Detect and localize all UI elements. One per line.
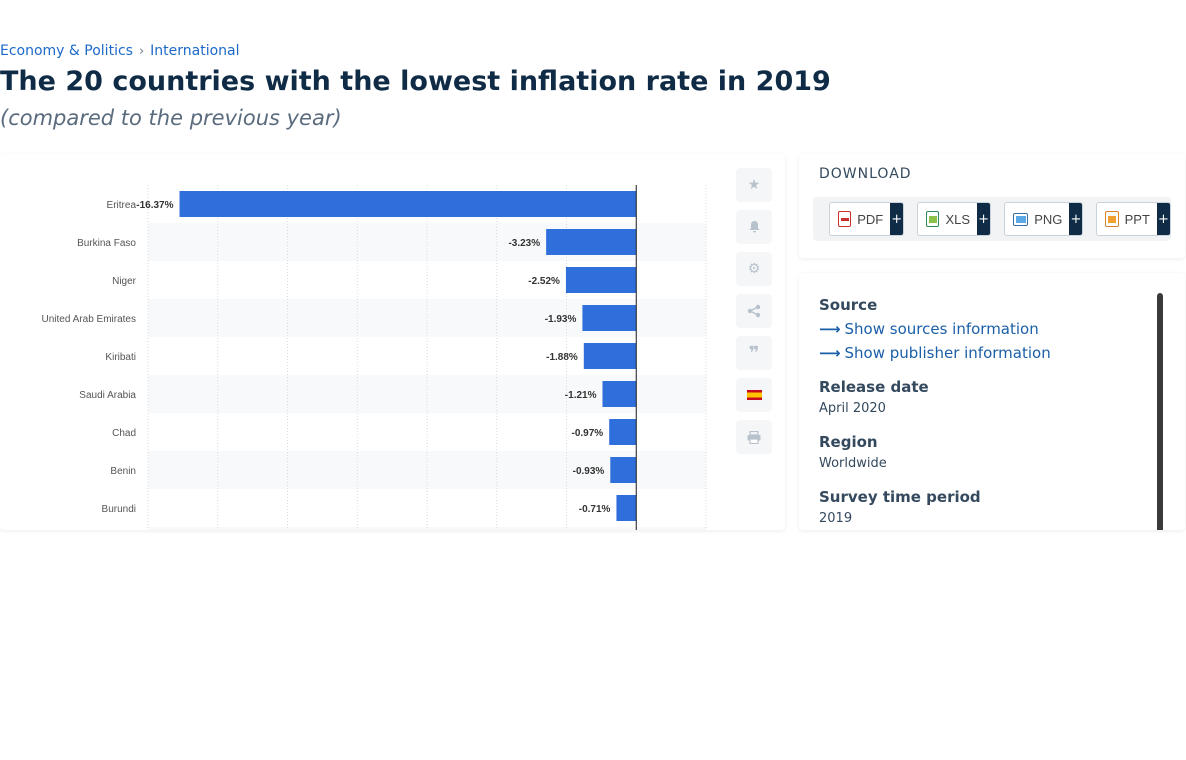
download-pdf-button[interactable]: PDF + [829, 202, 905, 236]
breadcrumb-separator: › [138, 43, 145, 59]
download-ppt-plus[interactable]: + [1156, 203, 1170, 235]
settings-button[interactable]: ⚙ [736, 252, 772, 286]
arrow-right-icon: ⟶ [819, 344, 841, 362]
quote-icon: ❞ [748, 342, 760, 364]
data-label: -1.93% [545, 314, 577, 325]
survey-period-value: 2019 [819, 511, 853, 526]
data-label: -0.71% [579, 504, 611, 515]
info-scrollbar[interactable] [1157, 293, 1163, 530]
download-png-button[interactable]: PNG + [1004, 202, 1084, 236]
download-heading: DOWNLOAD [819, 166, 912, 182]
bar-chart: Eritrea -16.37% Burkina Faso -3.23% Niger -2.… [42, 185, 707, 530]
bell-icon [749, 221, 759, 233]
category-label: Saudi Arabia [79, 390, 136, 401]
cite-button[interactable]: ❞ [736, 336, 772, 370]
ppt-icon [1105, 211, 1119, 227]
data-label: -0.93% [573, 466, 605, 477]
print-button[interactable] [736, 420, 772, 454]
notification-button[interactable] [736, 210, 772, 244]
download-xls-label: XLS [945, 211, 971, 227]
category-label: Kiribati [105, 352, 136, 363]
show-sources-link[interactable]: ⟶ Show sources information [819, 320, 1039, 338]
source-heading: Source [819, 296, 878, 314]
favorite-button[interactable]: ★ [736, 168, 772, 202]
survey-period-heading: Survey time period [819, 488, 981, 506]
download-xls-button[interactable]: XLS + [917, 202, 992, 236]
page-subtitle: (compared to the previous year) [0, 106, 342, 130]
bar [565, 267, 637, 293]
info-card: Source ⟶ Show sources information ⟶ Show p… [799, 273, 1185, 530]
category-label: United Arab Emirates [42, 314, 137, 325]
language-button[interactable] [736, 378, 772, 412]
spain-flag-icon [746, 390, 762, 400]
breadcrumb-link-international[interactable]: International [150, 43, 240, 59]
breadcrumb: Economy & Politics › International [0, 43, 240, 59]
show-sources-label: Show sources information [844, 320, 1039, 338]
data-label: -1.21% [565, 390, 597, 401]
page-title: The 20 countries with the lowest inflati… [0, 66, 831, 97]
pdf-icon [838, 211, 852, 227]
chart-card: Eritrea -16.37% Burkina Faso -3.23% Niger -2.… [0, 154, 785, 530]
data-label: -2.52% [528, 276, 560, 287]
download-xls-plus[interactable]: + [977, 203, 991, 235]
png-icon [1013, 212, 1029, 226]
arrow-right-icon: ⟶ [819, 320, 841, 338]
download-pdf-plus[interactable]: + [890, 203, 904, 235]
bar [582, 305, 637, 331]
category-label: Niger [112, 276, 137, 287]
region-heading: Region [819, 433, 878, 451]
data-label: -1.88% [546, 352, 578, 363]
bar [583, 343, 637, 369]
data-label: -3.23% [508, 238, 540, 249]
show-publisher-label: Show publisher information [844, 344, 1051, 362]
bar [609, 419, 637, 445]
category-label: Burundi [102, 504, 136, 515]
bar [602, 381, 637, 407]
bar [616, 495, 637, 521]
download-pdf-label: PDF [857, 211, 884, 227]
print-icon [747, 430, 761, 444]
download-png-plus[interactable]: + [1069, 203, 1083, 235]
release-date-heading: Release date [819, 378, 929, 396]
download-card: DOWNLOAD PDF + XLS + PNG + PPT + [799, 154, 1185, 258]
show-publisher-link[interactable]: ⟶ Show publisher information [819, 344, 1051, 362]
gear-icon: ⚙ [747, 261, 761, 277]
bar [610, 457, 637, 483]
category-label: Chad [112, 428, 136, 439]
category-label: Burkina Faso [77, 238, 136, 249]
share-button[interactable] [736, 294, 772, 328]
region-value: Worldwide [819, 456, 887, 471]
download-ppt-button[interactable]: PPT + [1096, 202, 1171, 236]
star-icon: ★ [747, 177, 761, 193]
row-band [148, 527, 706, 530]
download-ppt-label: PPT [1124, 211, 1150, 227]
data-label: -0.97% [571, 428, 603, 439]
share-icon [747, 304, 761, 318]
xls-icon [926, 211, 940, 227]
download-png-label: PNG [1034, 211, 1063, 227]
download-buttons: PDF + XLS + PNG + PPT + [813, 197, 1171, 241]
bar [546, 229, 637, 255]
breadcrumb-link-economy-politics[interactable]: Economy & Politics [0, 43, 133, 59]
bar [179, 191, 637, 217]
category-label: Eritrea [107, 200, 137, 211]
release-date-value: April 2020 [819, 401, 886, 416]
chart-toolbar: ★ ⚙ ❞ [736, 168, 772, 462]
category-label: Benin [110, 466, 136, 477]
data-label: -16.37% [136, 200, 173, 211]
